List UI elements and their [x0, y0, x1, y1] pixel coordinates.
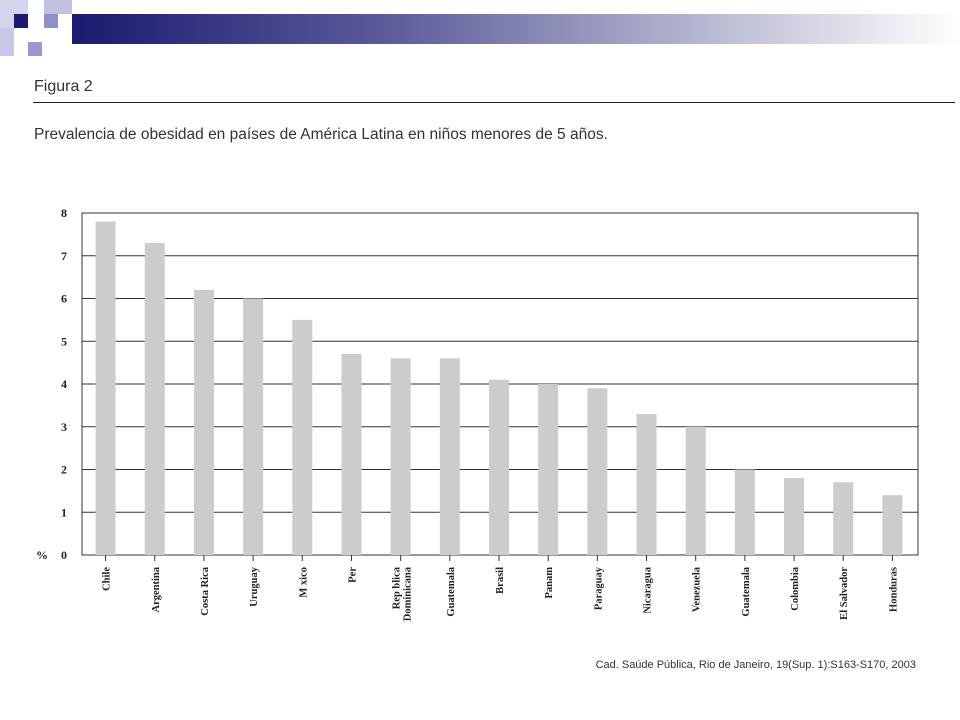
- source-citation: Cad. Saúde Pública, Rio de Janeiro, 19(S…: [595, 659, 916, 671]
- x-tick-label-15: El Salvador: [839, 567, 850, 620]
- bar-7: [439, 358, 460, 555]
- chart-title: Prevalencia de obesidad en países de Amé…: [34, 126, 608, 143]
- corner-square-mid-right: [44, 0, 72, 14]
- bar-2: [193, 289, 214, 555]
- x-tick-label-16: Honduras: [888, 567, 899, 612]
- bar-16: [882, 495, 903, 555]
- bar-6: [390, 358, 411, 555]
- bar-9: [538, 384, 559, 555]
- x-tick-label-9: Panam: [544, 567, 555, 599]
- x-tick-label-3: Uruguay: [249, 566, 260, 606]
- corner-square-mid: [44, 14, 58, 28]
- bar-11: [636, 413, 657, 555]
- x-tick-label-8: Brasil: [495, 567, 506, 594]
- y-tick-label-6: 6: [61, 292, 67, 306]
- bar-10: [587, 388, 608, 555]
- y-axis-label: %: [36, 548, 48, 562]
- bar-14: [784, 478, 805, 555]
- figure-label: Figura 2: [34, 78, 93, 95]
- y-tick-label-7: 7: [61, 249, 67, 263]
- bar-4: [292, 319, 313, 555]
- x-tick-label-0: Chile: [102, 567, 113, 591]
- x-tick-label-4: M xico: [298, 567, 309, 598]
- y-tick-label-2: 2: [61, 463, 67, 477]
- x-tick-label-11: Nicaragua: [643, 566, 654, 613]
- x-tick-label-10: Paraguay: [593, 566, 604, 610]
- bar-0: [95, 221, 116, 556]
- bar-8: [489, 379, 509, 555]
- bar-3: [243, 298, 264, 555]
- corner-square-light-left: [0, 28, 14, 56]
- bar-5: [341, 354, 362, 555]
- y-tick-label-8: 8: [61, 206, 67, 220]
- corner-square-dark: [14, 14, 28, 28]
- y-tick-label-3: 3: [61, 420, 67, 434]
- x-tick-label-5: Per: [347, 567, 358, 583]
- x-tick-label-1: Argentina: [151, 566, 162, 612]
- header-rule: [33, 102, 955, 103]
- y-tick-label-1: 1: [61, 505, 67, 519]
- x-tick-label-6: Rep blicaDominicana: [392, 566, 414, 621]
- x-tick-label-2: Costa Rica: [200, 566, 211, 615]
- y-tick-label-5: 5: [61, 334, 67, 348]
- corner-square-mid-low: [28, 42, 42, 56]
- header-gradient-bar: [72, 14, 960, 44]
- bar-15: [833, 482, 854, 555]
- x-tick-label-14: Colombia: [790, 566, 801, 611]
- bar-12: [685, 426, 706, 555]
- x-tick-label-13: Guatemala: [741, 566, 752, 616]
- x-tick-label-12: Venezuela: [692, 566, 703, 612]
- y-tick-label-0: 0: [61, 548, 67, 562]
- bar-1: [144, 242, 165, 556]
- y-tick-label-4: 4: [61, 377, 67, 391]
- x-tick-label-7: Guatemala: [446, 566, 457, 616]
- bar-13: [734, 469, 755, 555]
